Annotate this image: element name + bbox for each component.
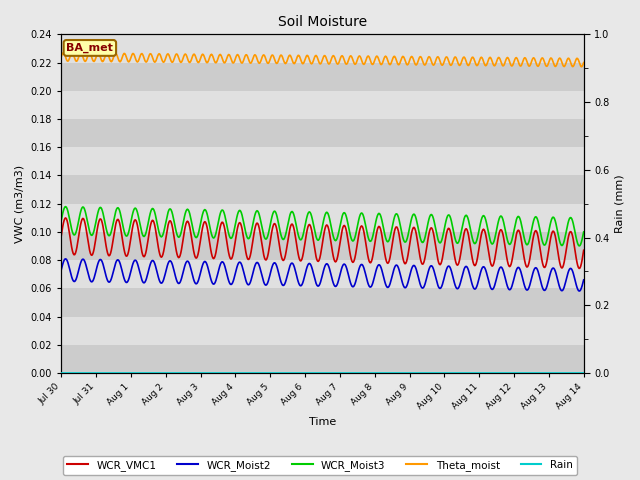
WCR_Moist3 (205, 221, 213, 227)
WCR_VMC1 (205, 237, 213, 243)
Theta_moist (58, 54, 65, 60)
Line: WCR_VMC1: WCR_VMC1 (61, 218, 584, 268)
WCR_VMC1 (223, 241, 231, 247)
Bar (61, 147, 584, 176)
Theta_moist (529, 56, 537, 61)
Rain (223, 370, 230, 376)
Line: Theta_moist: Theta_moist (61, 53, 584, 67)
Theta_moist (186, 60, 194, 65)
Theta_moist (223, 54, 231, 60)
Bar (61, 317, 584, 345)
Legend: WCR_VMC1, WCR_Moist2, WCR_Moist3, Theta_moist, Rain: WCR_VMC1, WCR_Moist2, WCR_Moist3, Theta_… (63, 456, 577, 475)
WCR_Moist2 (465, 268, 472, 274)
WCR_Moist2 (186, 262, 194, 268)
WCR_VMC1 (186, 224, 194, 230)
WCR_VMC1 (575, 265, 583, 271)
WCR_Moist3 (529, 221, 537, 227)
Theta_moist (580, 60, 588, 65)
Rain (58, 370, 65, 376)
Bar (61, 35, 584, 62)
Bar (61, 288, 584, 317)
Rain (464, 370, 472, 376)
Bar (61, 176, 584, 204)
Theta_moist (401, 57, 409, 63)
Line: WCR_Moist3: WCR_Moist3 (61, 206, 584, 246)
Rain (401, 370, 408, 376)
Theta_moist (465, 62, 472, 68)
WCR_VMC1 (580, 247, 588, 253)
WCR_VMC1 (465, 233, 472, 239)
Theta_moist (205, 56, 213, 61)
WCR_Moist2 (223, 272, 231, 278)
Bar (61, 232, 584, 260)
Bar (61, 62, 584, 91)
WCR_VMC1 (62, 215, 70, 221)
Y-axis label: VWC (m3/m3): VWC (m3/m3) (15, 165, 25, 243)
WCR_Moist3 (401, 239, 409, 245)
Text: BA_met: BA_met (67, 43, 113, 53)
X-axis label: Time: Time (309, 417, 336, 427)
Bar (61, 119, 584, 147)
WCR_Moist3 (575, 243, 583, 249)
WCR_Moist3 (62, 204, 70, 209)
WCR_Moist2 (205, 270, 213, 276)
Bar (61, 204, 584, 232)
Rain (185, 370, 193, 376)
WCR_VMC1 (58, 233, 65, 239)
WCR_Moist2 (575, 288, 583, 294)
WCR_Moist3 (580, 229, 588, 235)
Rain (528, 370, 536, 376)
Rain (205, 370, 212, 376)
WCR_Moist3 (58, 218, 65, 224)
WCR_VMC1 (401, 261, 409, 266)
WCR_Moist3 (186, 211, 194, 217)
WCR_Moist2 (62, 256, 70, 262)
WCR_Moist2 (529, 271, 537, 276)
Y-axis label: Rain (mm): Rain (mm) (615, 174, 625, 233)
Bar (61, 345, 584, 373)
Theta_moist (577, 64, 585, 70)
WCR_Moist2 (401, 285, 409, 291)
WCR_Moist3 (465, 217, 472, 223)
Rain (580, 370, 588, 376)
WCR_Moist2 (58, 267, 65, 273)
WCR_Moist2 (580, 277, 588, 283)
Theta_moist (60, 50, 67, 56)
WCR_Moist3 (223, 224, 231, 229)
WCR_VMC1 (529, 237, 537, 243)
Line: WCR_Moist2: WCR_Moist2 (61, 259, 584, 291)
Bar (61, 260, 584, 288)
Bar (61, 91, 584, 119)
Title: Soil Moisture: Soil Moisture (278, 15, 367, 29)
